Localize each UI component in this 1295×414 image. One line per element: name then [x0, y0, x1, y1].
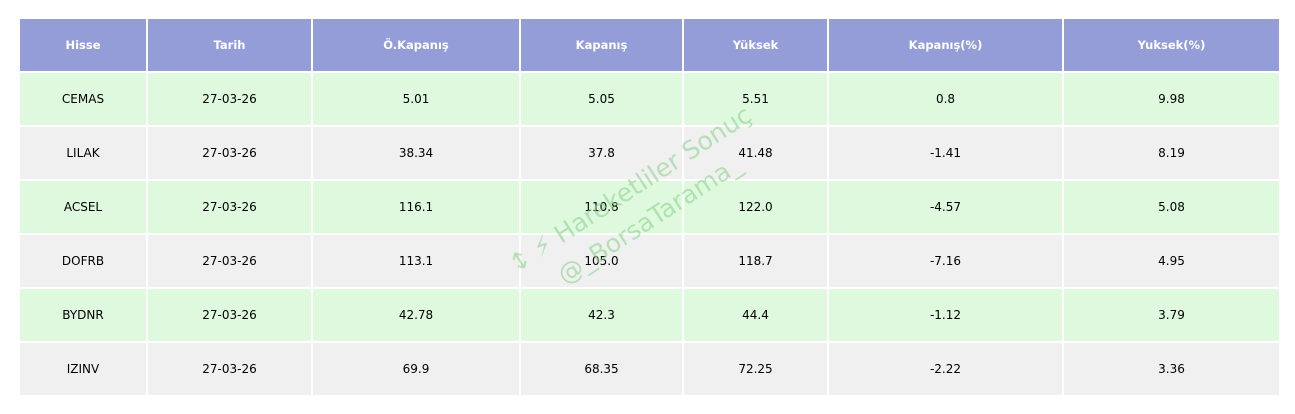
table-cell: 41.48	[682, 125, 829, 181]
table-cell: 27-03-26	[146, 179, 313, 235]
table-cell: -1.12	[827, 287, 1064, 343]
table-cell: LILAK	[18, 125, 148, 181]
table-cell: ACSEL	[18, 179, 148, 235]
table-header-row: Hisse Tarih Ö.Kapanış Kapanış Yüksek Kap…	[18, 17, 1281, 73]
table-cell: 4.95	[1062, 233, 1281, 289]
table-cell: 44.4	[682, 287, 829, 343]
table-cell: 68.35	[519, 341, 684, 397]
table-cell: 3.36	[1062, 341, 1281, 397]
table-cell: 27-03-26	[146, 233, 313, 289]
table-cell: 27-03-26	[146, 287, 313, 343]
table-cell: -1.41	[827, 125, 1064, 181]
table-row: LILAK 27-03-26 38.34 37.8 41.48 -1.41 8.19	[18, 125, 1281, 181]
table-cell: 5.01	[311, 71, 521, 127]
table-row: DOFRB 27-03-26 113.1 105.0 118.7 -7.16 4.95	[18, 233, 1281, 289]
table-row: IZINV 27-03-26 69.9 68.35 72.25 -2.22 3.36	[18, 341, 1281, 397]
table-row: BYDNR 27-03-26 42.78 42.3 44.4 -1.12 3.79	[18, 287, 1281, 343]
table-row: ACSEL 27-03-26 116.1 110.8 122.0 -4.57 5.08	[18, 179, 1281, 235]
table-cell: 38.34	[311, 125, 521, 181]
table-cell: 113.1	[311, 233, 521, 289]
table-cell: 42.3	[519, 287, 684, 343]
results-table-container: Hisse Tarih Ö.Kapanış Kapanış Yüksek Kap…	[18, 17, 1281, 397]
table-cell: 3.79	[1062, 287, 1281, 343]
table-body: CEMAS 27-03-26 5.01 5.05 5.51 0.8 9.98 LILAK 27-…	[18, 71, 1281, 397]
table-cell: 118.7	[682, 233, 829, 289]
table-cell: 42.78	[311, 287, 521, 343]
table-cell: 9.98	[1062, 71, 1281, 127]
column-header-yuksek: Yüksek	[682, 17, 829, 73]
table-cell: 122.0	[682, 179, 829, 235]
column-header-yuksek-yuzde: Yuksek(%)	[1062, 17, 1281, 73]
column-header-kapanis-yuzde: Kapanış(%)	[827, 17, 1064, 73]
table-cell: 116.1	[311, 179, 521, 235]
table-cell: CEMAS	[18, 71, 148, 127]
table-cell: 105.0	[519, 233, 684, 289]
table-cell: 69.9	[311, 341, 521, 397]
table-cell: IZINV	[18, 341, 148, 397]
table-cell: 27-03-26	[146, 125, 313, 181]
column-header-onceki-kapanis: Ö.Kapanış	[311, 17, 521, 73]
column-header-kapanis: Kapanış	[519, 17, 684, 73]
table-cell: -7.16	[827, 233, 1064, 289]
table-cell: 27-03-26	[146, 341, 313, 397]
table-cell: 8.19	[1062, 125, 1281, 181]
table-cell: 5.05	[519, 71, 684, 127]
table-row: CEMAS 27-03-26 5.01 5.05 5.51 0.8 9.98	[18, 71, 1281, 127]
table-cell: -4.57	[827, 179, 1064, 235]
table-cell: 72.25	[682, 341, 829, 397]
results-table: Hisse Tarih Ö.Kapanış Kapanış Yüksek Kap…	[18, 17, 1281, 397]
table-cell: BYDNR	[18, 287, 148, 343]
table-cell: DOFRB	[18, 233, 148, 289]
column-header-hisse: Hisse	[18, 17, 148, 73]
table-cell: 5.51	[682, 71, 829, 127]
column-header-tarih: Tarih	[146, 17, 313, 73]
table-cell: 0.8	[827, 71, 1064, 127]
table-cell: 37.8	[519, 125, 684, 181]
table-cell: 27-03-26	[146, 71, 313, 127]
table-cell: 5.08	[1062, 179, 1281, 235]
table-cell: 110.8	[519, 179, 684, 235]
table-cell: -2.22	[827, 341, 1064, 397]
